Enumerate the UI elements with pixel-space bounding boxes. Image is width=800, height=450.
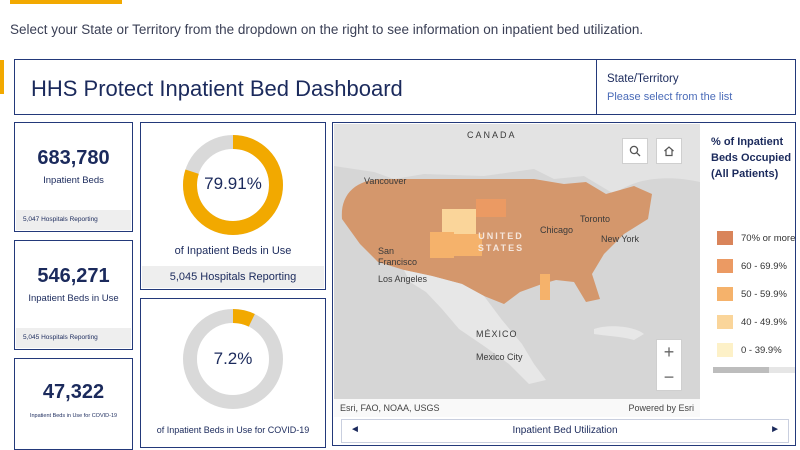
tab-next-button[interactable]: ► (770, 424, 780, 435)
stat-card-inpatient-beds: 683,780 Inpatient Beds 5,047 Hospitals R… (14, 122, 133, 232)
state-label: State/Territory (607, 73, 679, 85)
stat-footer: 5,045 Hospitals Reporting (16, 328, 131, 348)
canada-landmass (334, 124, 700, 194)
legend-item: 60 - 69.9% (717, 257, 787, 275)
map-label-san-francisco: San Francisco (378, 246, 418, 267)
page-title: HHS Protect Inpatient Bed Dashboard (31, 76, 403, 101)
donut-arc (183, 309, 283, 409)
top-accent-bar (10, 0, 122, 4)
donut-chart (183, 309, 283, 409)
zoom-in-button[interactable]: + (663, 342, 675, 362)
stat-card-beds-in-use: 546,271 Inpatient Beds in Use 5,045 Hosp… (14, 240, 133, 350)
tab-prev-button[interactable]: ◄ (350, 424, 360, 435)
stat-value: 546,271 (37, 265, 110, 287)
legend-scrollbar[interactable] (713, 367, 795, 373)
legend-label: 70% or more (741, 232, 795, 244)
map-basemap (334, 124, 700, 417)
map-label-mexico: MÉXICO (476, 329, 518, 339)
map-view[interactable]: CANADA Vancouver Toronto Chicago New Yor… (334, 124, 700, 417)
legend-swatch (717, 343, 733, 357)
map-legend: % of Inpatient Beds Occupied (All Patien… (703, 124, 795, 417)
donut-card-covid: 7.2% of Inpatient Beds in Use for COVID-… (140, 298, 326, 448)
map-label-mexico-city: Mexico City (476, 352, 523, 362)
stat-label: Inpatient Beds in Use for COVID-19 (29, 413, 118, 419)
donut-percent: 79.91% (204, 174, 262, 193)
search-icon[interactable] (622, 138, 648, 164)
search-icon-glyph (629, 145, 641, 157)
map-label-vancouver: Vancouver (364, 176, 407, 186)
stat-label: Inpatient Beds (43, 175, 104, 186)
title-accent-bar (0, 60, 4, 94)
map-label-canada: CANADA (467, 130, 517, 140)
legend-title: % of Inpatient Beds Occupied (All Patien… (711, 136, 792, 180)
tab-inpatient-bed-utilization[interactable]: Inpatient Bed Utilization (512, 425, 618, 436)
stat-footer: 5,047 Hospitals Reporting (16, 210, 131, 230)
stat-value: 683,780 (37, 147, 110, 169)
state-highlight-wyoming (442, 209, 476, 234)
legend-item: 40 - 49.9% (717, 313, 787, 331)
legend-item: 0 - 39.9% (717, 341, 782, 359)
title-panel: HHS Protect Inpatient Bed Dashboard (14, 59, 597, 115)
legend-label: 50 - 59.9% (741, 288, 787, 300)
attribution-powered-by[interactable]: Powered by Esri (628, 403, 694, 413)
legend-swatch (717, 315, 733, 329)
donut-wrap (141, 307, 325, 411)
home-icon[interactable] (656, 138, 682, 164)
legend-scroll-thumb[interactable] (713, 367, 769, 373)
donut-footer: 5,045 Hospitals Reporting (142, 266, 324, 288)
zoom-control: + − (656, 339, 682, 391)
map-label-chicago: Chicago (540, 225, 574, 235)
legend-item: 50 - 59.9% (717, 285, 787, 303)
donut-caption: of Inpatient Beds in Use (174, 245, 292, 257)
state-highlight-utah (430, 232, 454, 258)
map-label-united-states: UNITED STATES (477, 231, 525, 253)
map-label-toronto: Toronto (580, 214, 611, 224)
map-label-los-angeles: Los Angeles (378, 274, 428, 284)
attribution-sources: Esri, FAO, NOAA, USGS (340, 403, 440, 413)
map-label-new-york: New York (601, 234, 640, 244)
donut-caption: of Inpatient Beds in Use for COVID-19 (156, 425, 310, 435)
state-highlight-colorado (452, 234, 482, 256)
mexico-landmass (404, 270, 546, 384)
widget-tab-bar: ◄ Inpatient Bed Utilization ► (341, 419, 789, 443)
stat-card-covid-beds: 47,322 Inpatient Beds in Use for COVID-1… (14, 358, 133, 450)
donut-card-beds-in-use: 79.91% of Inpatient Beds in Use 5,045 Ho… (140, 122, 326, 290)
map-card: CANADA Vancouver Toronto Chicago New Yor… (332, 122, 796, 446)
legend-label: 40 - 49.9% (741, 316, 787, 328)
instruction-text: Select your State or Territory from the … (10, 22, 644, 37)
donut-chart (183, 135, 283, 235)
legend-label: 60 - 69.9% (741, 260, 787, 272)
us-landmass (341, 179, 652, 304)
map-attribution: Esri, FAO, NOAA, USGS Powered by Esri (334, 399, 700, 417)
stat-value: 47,322 (42, 381, 105, 403)
legend-swatch (717, 231, 733, 245)
legend-label: 0 - 39.9% (741, 344, 782, 356)
legend-swatch (717, 287, 733, 301)
legend-swatch (717, 259, 733, 273)
state-dropdown[interactable]: Please select from the list (607, 91, 733, 103)
stat-label: Inpatient Beds in Use (28, 293, 119, 304)
home-icon-glyph (664, 146, 674, 157)
state-highlight-south-dakota (476, 199, 506, 217)
donut-arc (183, 135, 283, 235)
donut-wrap (141, 133, 325, 237)
donut-percent: 7.2% (213, 349, 253, 368)
state-highlight-mississippi (540, 274, 550, 300)
cuba-landmass (594, 326, 644, 340)
state-selector[interactable]: State/Territory Please select from the l… (596, 59, 796, 115)
legend-item: 70% or more (717, 229, 795, 247)
zoom-out-button[interactable]: − (663, 367, 675, 387)
